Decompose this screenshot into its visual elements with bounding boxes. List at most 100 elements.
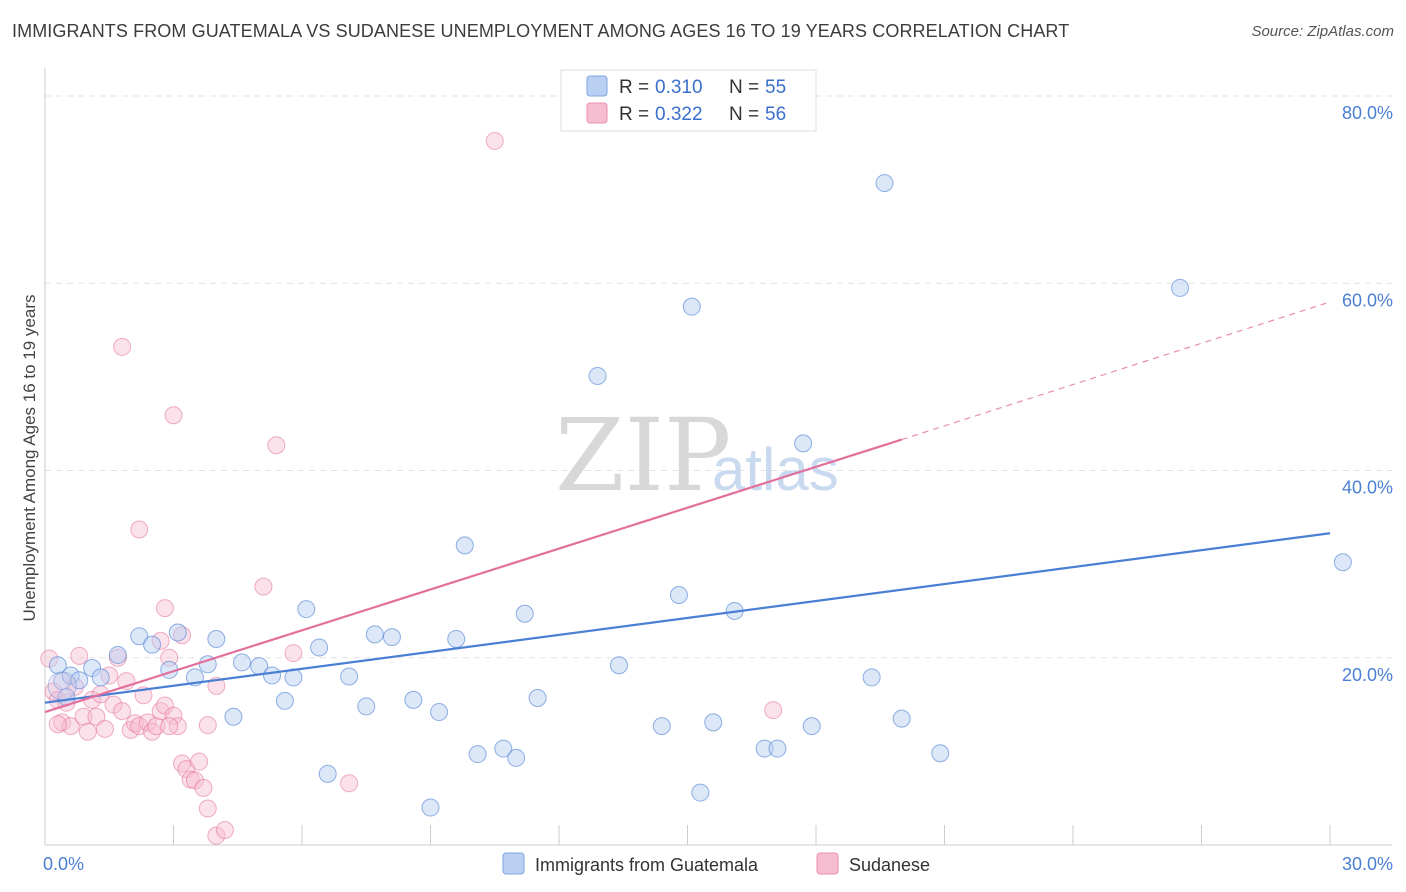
- guatemala-point: [224, 707, 243, 726]
- sudanese-trend-extension: [901, 301, 1331, 441]
- legend-swatch-guatemala: [586, 75, 608, 97]
- sudanese-point: [485, 131, 504, 150]
- sudanese-point: [764, 701, 783, 720]
- guatemala-point: [91, 668, 110, 687]
- guatemala-point: [507, 748, 526, 767]
- guatemala-point: [207, 630, 226, 649]
- guatemala-point: [794, 434, 813, 453]
- guatemala-point: [275, 691, 294, 710]
- guatemala-point: [430, 703, 449, 722]
- guatemala-point: [421, 798, 440, 817]
- trend-lines: [44, 301, 1331, 714]
- guatemala-point: [382, 628, 401, 647]
- sudanese-point: [130, 520, 149, 539]
- y-tick-label: 40.0%: [1342, 478, 1393, 498]
- guatemala-point: [357, 697, 376, 716]
- cluster-point: [47, 671, 77, 701]
- sudanese-point: [207, 826, 226, 845]
- guatemala-point: [691, 783, 710, 802]
- guatemala-point: [892, 709, 911, 728]
- legend-r-sudanese: 0.322: [655, 104, 703, 125]
- sudanese-point: [95, 719, 114, 738]
- y-tick-label: 60.0%: [1342, 290, 1393, 310]
- tick-labels: 20.0% 40.0% 60.0% 80.0% 0.0% 30.0%: [43, 103, 1393, 874]
- legend-n-guatemala: 55: [765, 77, 786, 98]
- guatemala-point: [263, 666, 282, 685]
- guatemala-point: [447, 630, 466, 649]
- guatemala-point: [609, 656, 628, 675]
- sudanese-point: [267, 436, 286, 455]
- bottom-legend-label-sudanese: Sudanese: [849, 855, 930, 875]
- bottom-legend-label-guatemala: Immigrants from Guatemala: [535, 855, 759, 875]
- guatemala-point: [669, 586, 688, 605]
- legend-r-guatemala: 0.310: [655, 77, 703, 98]
- guatemala-trend-line: [44, 532, 1331, 704]
- sudanese-point: [113, 702, 132, 721]
- guatemala-point: [652, 717, 671, 736]
- source-credit: Source: ZipAtlas.com: [1251, 23, 1394, 40]
- sudanese-point: [48, 715, 67, 734]
- sudanese-point: [74, 707, 93, 726]
- y-tick-label: 80.0%: [1342, 103, 1393, 123]
- watermark-atlas: atlas: [712, 436, 839, 503]
- legend-n-label-sudanese: N =: [729, 104, 759, 125]
- sudanese-point: [190, 752, 209, 771]
- guatemala-point: [1333, 553, 1352, 572]
- guatemala-point: [318, 764, 337, 783]
- bottom-legend-swatch-guatemala: [502, 852, 525, 875]
- guatemala-point: [468, 745, 487, 764]
- bottom-legend-swatch-sudanese: [816, 852, 839, 875]
- guatemala-point: [108, 645, 127, 664]
- watermark: ZIP atlas: [555, 397, 839, 514]
- sudanese-point: [113, 337, 132, 356]
- sudanese-point: [164, 706, 183, 725]
- x-tick-label: 30.0%: [1342, 854, 1393, 874]
- sudanese-point: [284, 644, 303, 663]
- y-tick-label: 20.0%: [1342, 665, 1393, 685]
- sudanese-point: [164, 406, 183, 425]
- sudanese-point: [147, 717, 166, 736]
- sudanese-point: [70, 646, 89, 665]
- guatemala-point: [310, 638, 329, 657]
- legend-r-label-sudanese: R =: [619, 104, 649, 125]
- sudanese-point: [87, 707, 106, 726]
- guatemala-point: [515, 604, 534, 623]
- chart-title: IMMIGRANTS FROM GUATEMALA VS SUDANESE UN…: [12, 21, 1070, 41]
- sudanese-point: [198, 799, 217, 818]
- guatemala-point: [1171, 278, 1190, 297]
- guatemala-point: [70, 671, 89, 690]
- guatemala-point: [931, 744, 950, 763]
- legend-box: R = 0.310 N = 55 R = 0.322 N = 56: [560, 69, 817, 132]
- sudanese-point: [138, 713, 157, 732]
- guatemala-point: [340, 667, 359, 686]
- guatemala-point: [528, 689, 547, 708]
- guatemala-point: [233, 653, 252, 672]
- guatemala-point: [768, 739, 787, 758]
- sudanese-point: [160, 717, 179, 736]
- watermark-zip: ZIP: [555, 397, 731, 514]
- legend-n-sudanese: 56: [765, 104, 786, 125]
- guatemala-point: [143, 635, 162, 654]
- guatemala-point: [704, 713, 723, 732]
- sudanese-point: [215, 821, 234, 840]
- sudanese-trend-line: [44, 438, 903, 714]
- guatemala-point: [365, 625, 384, 644]
- gridlines: [45, 95, 1392, 659]
- legend-r-label-guatemala: R =: [619, 77, 649, 98]
- sudanese-point: [198, 716, 217, 735]
- axes: [44, 68, 1392, 846]
- guatemala-point: [130, 627, 149, 646]
- guatemala-point: [168, 623, 187, 642]
- sudanese-point: [340, 774, 359, 793]
- sudanese-point: [254, 577, 273, 596]
- guatemala-point: [682, 297, 701, 316]
- x-tick-label: 0.0%: [43, 854, 84, 874]
- guatemala-point: [297, 600, 316, 619]
- guatemala-point: [404, 690, 423, 709]
- guatemala-point: [875, 174, 894, 193]
- guatemala-point: [802, 717, 821, 736]
- guatemala-point: [455, 536, 474, 555]
- sudanese-point: [78, 722, 97, 741]
- bottom-legend: Immigrants from Guatemala Sudanese: [502, 852, 930, 875]
